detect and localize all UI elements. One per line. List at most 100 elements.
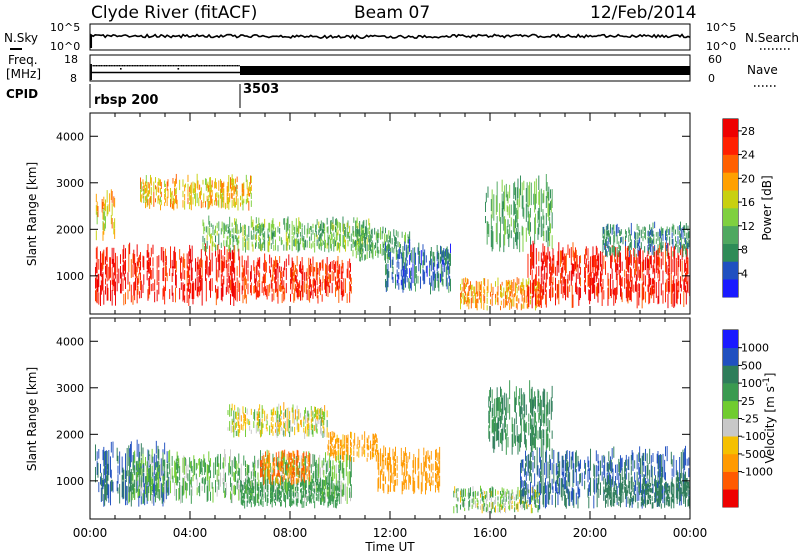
range-cell-10-43-1 bbox=[638, 481, 640, 493]
range-cell-9-134-1 bbox=[631, 476, 633, 492]
range-cell-2-37-1 bbox=[270, 484, 272, 492]
range-cell-9-45-2 bbox=[557, 452, 559, 468]
range-cell-9-69-0 bbox=[577, 496, 579, 509]
range-cell-1-8-1 bbox=[101, 198, 103, 213]
range-cell-9-170-0 bbox=[669, 272, 671, 292]
range-cell-9-10-1 bbox=[528, 453, 530, 473]
range-cell-1-254-2 bbox=[339, 468, 341, 481]
range-cell-3-53-1 bbox=[304, 466, 306, 473]
range-cell-3-15-1 bbox=[272, 462, 274, 470]
range-cell-7-13-0 bbox=[470, 297, 472, 309]
range-cell-7-98-3 bbox=[534, 488, 536, 494]
range-cell-10-33-1 bbox=[630, 242, 631, 248]
range-cell-0-55-0 bbox=[140, 491, 142, 505]
range-cell-10-54-2 bbox=[647, 230, 649, 236]
range-cell-1-129-1 bbox=[235, 470, 236, 482]
range-cell-10-99-2 bbox=[685, 482, 686, 489]
range-cell-2-16-0 bbox=[253, 285, 255, 294]
range-cell-2-105-0 bbox=[327, 276, 329, 297]
range-cell-1-111-1 bbox=[220, 472, 221, 487]
range-cell-8-73-2 bbox=[545, 195, 547, 209]
range-cell-6-16-1 bbox=[398, 272, 400, 280]
range-cell-7-20-2 bbox=[476, 291, 478, 297]
range-cell-2-2-0 bbox=[241, 285, 243, 295]
range-cell-9-175-3 bbox=[673, 247, 675, 259]
range-cell-3-2-1 bbox=[261, 456, 263, 466]
range-cell-3-14-2 bbox=[214, 229, 216, 236]
range-cell-3-50-2 bbox=[301, 458, 303, 466]
range-cell-7-36-1 bbox=[482, 496, 484, 503]
range-cell-6-23-1 bbox=[396, 472, 398, 479]
range-cell-1-202-0 bbox=[295, 491, 297, 500]
range-cell-10-62-3 bbox=[654, 481, 656, 487]
range-cell-4-104-0 bbox=[226, 200, 228, 209]
range-cell-6-52-1 bbox=[420, 462, 422, 475]
range-cell-6-23-1 bbox=[404, 262, 406, 273]
range-cell-4-82-0 bbox=[208, 201, 210, 209]
range-cell-3-63-0 bbox=[255, 242, 256, 249]
range-cell-9-63-0 bbox=[580, 287, 581, 298]
range-cell-7-6-3 bbox=[465, 277, 466, 283]
range-cell-6-73-0 bbox=[445, 266, 447, 287]
range-cell-4-87-1 bbox=[300, 420, 301, 425]
range-cell-1-12-0 bbox=[105, 216, 106, 229]
range-cell-8-8-0 bbox=[491, 225, 493, 252]
range-cell-4-71-1 bbox=[199, 192, 201, 199]
range-cell-3-160-3 bbox=[335, 218, 337, 226]
range-cell-4-4-2 bbox=[230, 407, 232, 417]
range-cell-0-12-2 bbox=[105, 265, 106, 275]
range-cell-10-89-1 bbox=[676, 493, 678, 499]
range-cell-1-5-0 bbox=[131, 492, 133, 501]
range-cell-7-80-1 bbox=[519, 499, 521, 504]
range-cell-6-58-2 bbox=[433, 251, 435, 261]
range-cell-9-145-0 bbox=[648, 278, 650, 305]
range-cell-3-61-2 bbox=[253, 226, 255, 233]
freq-dot-88 bbox=[236, 65, 239, 67]
range-cell-4-5-1 bbox=[231, 418, 233, 425]
range-cell-0-35-2 bbox=[124, 261, 126, 271]
range-cell-3-46-1 bbox=[298, 467, 300, 476]
range-cell-3-50-1 bbox=[301, 468, 303, 475]
range-cell-9-197-0 bbox=[684, 474, 686, 493]
range-cell-5-0-3 bbox=[352, 226, 354, 233]
range-cell-4-46-1 bbox=[265, 424, 267, 430]
range-cell-2-17-1 bbox=[254, 273, 256, 284]
range-cell-6-64-0 bbox=[438, 273, 440, 292]
range-cell-5-56-1 bbox=[374, 435, 376, 446]
range-cell-0-79-0 bbox=[160, 482, 162, 498]
range-cell-0-124-1 bbox=[198, 264, 200, 276]
range-cell-7-80-2 bbox=[519, 490, 521, 497]
range-cell-9-42-2 bbox=[562, 262, 564, 273]
range-cell-4-25-1 bbox=[248, 419, 250, 426]
range-cell-3-37-1 bbox=[233, 234, 235, 243]
range-cell-2-117-0 bbox=[337, 492, 339, 502]
range-cell-2-115-1 bbox=[335, 281, 337, 292]
range-cell-2-74-0 bbox=[301, 500, 303, 508]
range-cell-9-81-0 bbox=[587, 488, 589, 498]
range-cell-6-21-0 bbox=[402, 269, 404, 293]
range-cell-7-72-1 bbox=[520, 285, 521, 294]
range-cell-9-164-3 bbox=[656, 453, 658, 464]
range-cell-2-53-2 bbox=[284, 261, 286, 271]
range-cell-0-112-1 bbox=[188, 278, 190, 292]
range-cell-2-9-0 bbox=[247, 283, 249, 295]
range-cell-5-13-0 bbox=[338, 449, 340, 456]
range-cell-6-34-0 bbox=[405, 479, 407, 490]
range-cell-9-45-0 bbox=[557, 492, 559, 506]
range-cell-2-64-2 bbox=[293, 262, 295, 277]
range-cell-3-58-2 bbox=[308, 456, 310, 463]
range-cell-2-5-0 bbox=[244, 277, 246, 300]
range-cell-6-12-2 bbox=[387, 460, 389, 472]
range-cell-6-55-1 bbox=[423, 465, 425, 477]
range-cell-0-151-2 bbox=[220, 259, 222, 273]
range-cell-1-141-0 bbox=[245, 485, 246, 494]
range-cell-9-13-3 bbox=[538, 251, 540, 262]
range-cell-0-2-1 bbox=[96, 246, 98, 274]
range-cell-4-35-1 bbox=[256, 422, 258, 426]
range-cell-9-146-2 bbox=[649, 255, 651, 271]
range-cell-9-88-0 bbox=[593, 495, 595, 509]
range-cell-2-36-3 bbox=[270, 479, 271, 486]
range-cell-1-65-0 bbox=[181, 485, 183, 503]
range-cell-6-19-0 bbox=[393, 484, 395, 492]
range-cell-7-8-1 bbox=[466, 293, 468, 300]
